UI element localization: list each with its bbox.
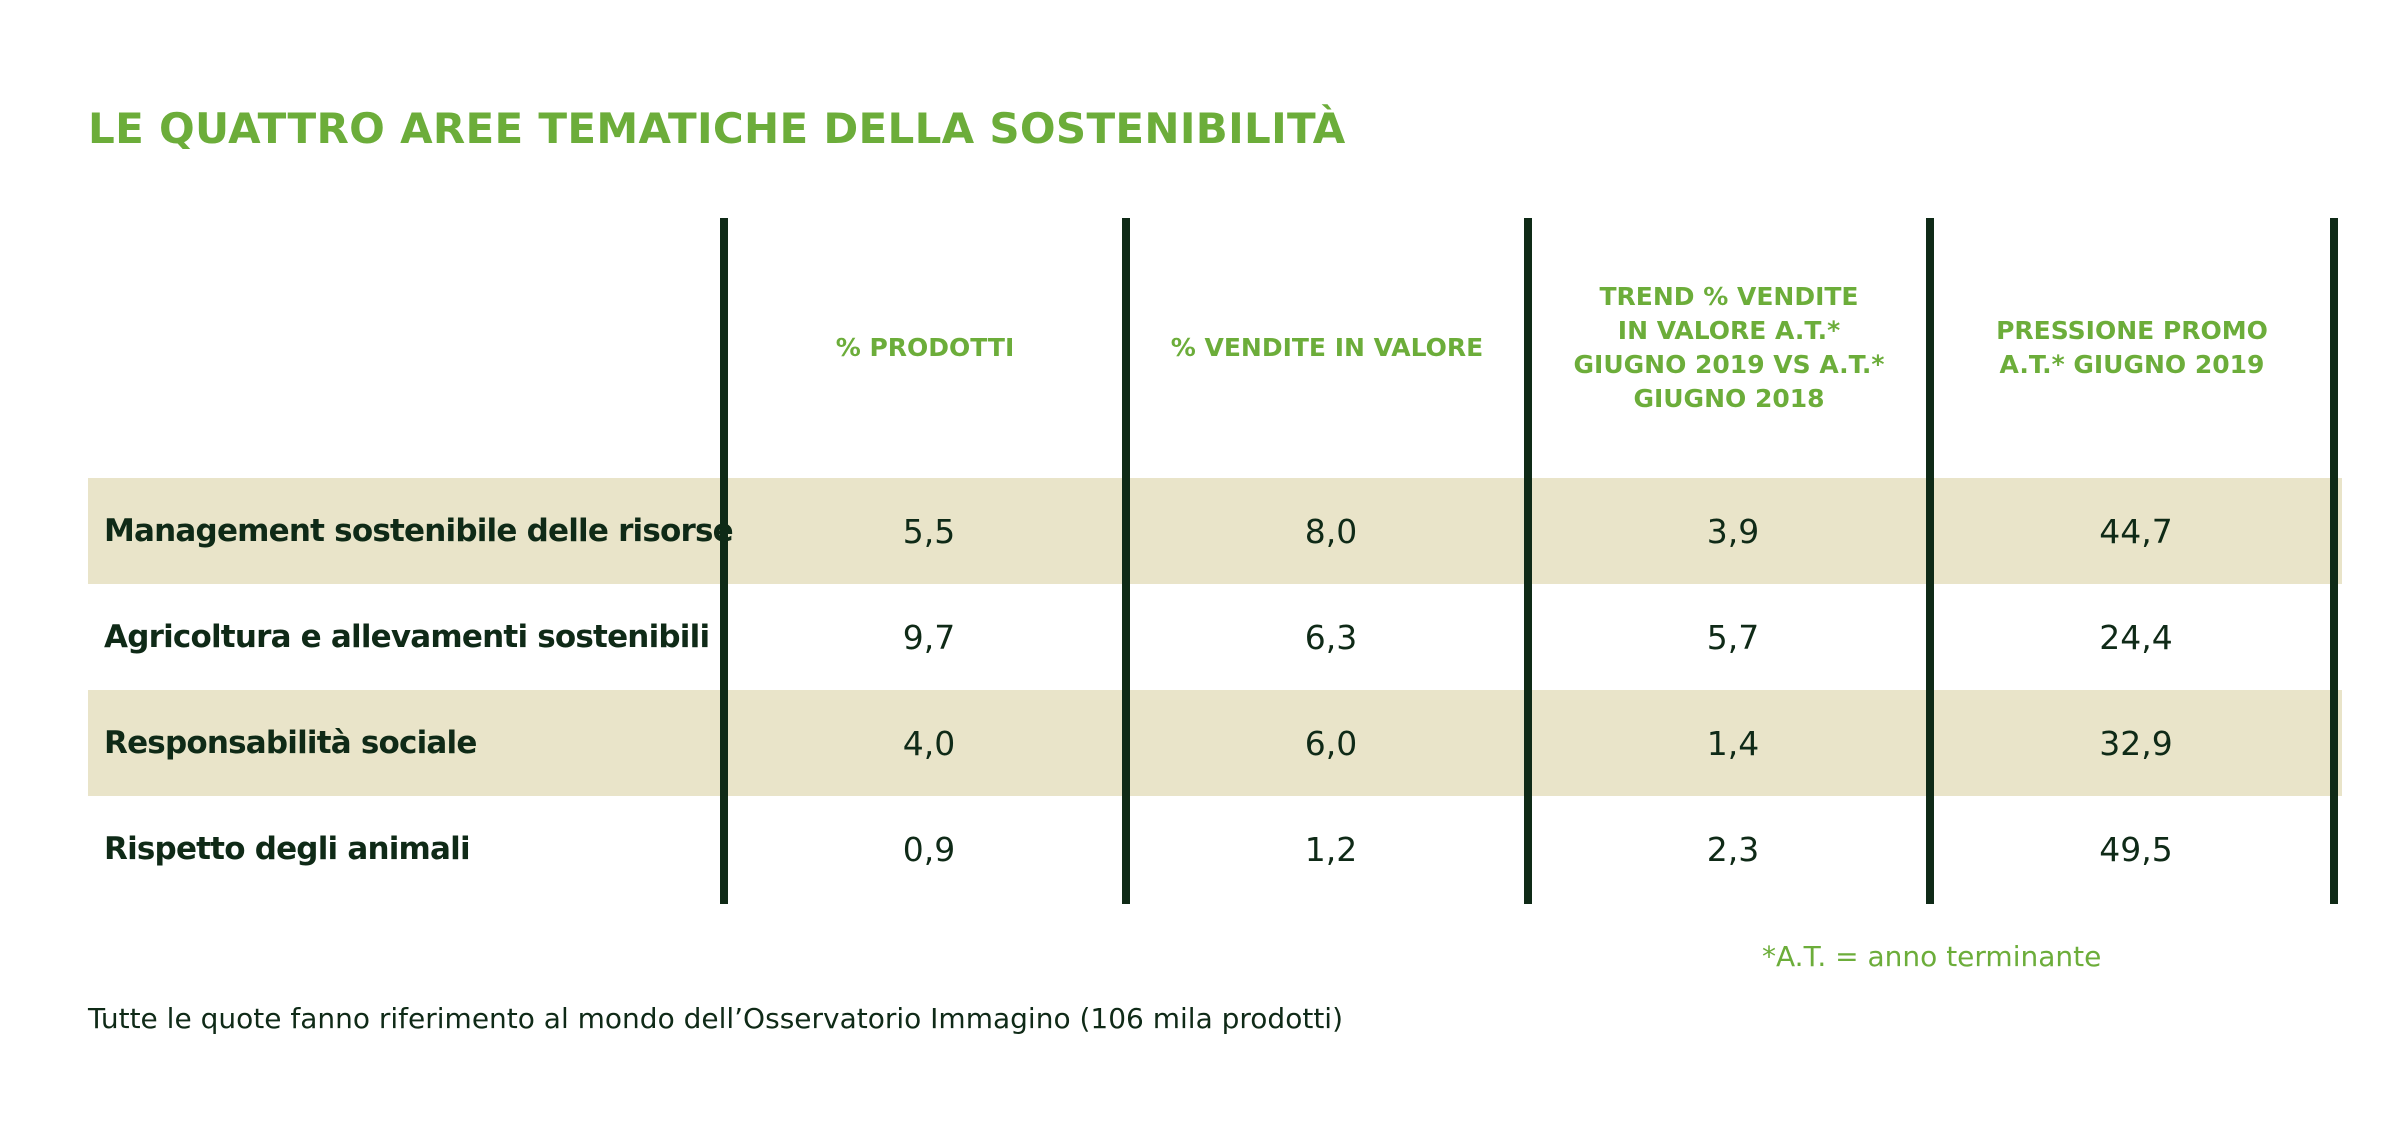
- column-divider: [1524, 218, 1532, 904]
- footnote: *A.T. = anno terminante: [1762, 940, 2102, 973]
- row-label: Management sostenibile delle risorse: [104, 513, 734, 549]
- column-divider: [2330, 218, 2338, 904]
- column-divider: [1926, 218, 1934, 904]
- table-cell-value: 8,0: [1304, 511, 1358, 551]
- column-header: % VENDITE IN VALORE: [1170, 333, 1484, 362]
- row-label: Responsabilità sociale: [104, 725, 477, 761]
- table-cell-value: 5,7: [1706, 617, 1760, 657]
- chart-title: LE QUATTRO AREE TEMATICHE DELLA SOSTENIB…: [88, 104, 1346, 153]
- table-cell-value: 1,4: [1706, 723, 1760, 763]
- table-cell-value: 6,0: [1304, 723, 1358, 763]
- table-cell-value: 44,7: [2099, 511, 2173, 551]
- table-cell-value: 6,3: [1304, 617, 1358, 657]
- column-header: % PRODOTTI: [835, 333, 1015, 362]
- table-cell-value: 9,7: [902, 617, 956, 657]
- table-cell-value: 3,9: [1706, 511, 1760, 551]
- column-divider: [720, 218, 728, 904]
- row-label: Rispetto degli animali: [104, 831, 471, 867]
- column-divider: [1122, 218, 1130, 904]
- row-label: Agricoltura e allevamenti sostenibili: [104, 619, 710, 655]
- source-note: Tutte le quote fanno riferimento al mond…: [88, 1002, 1343, 1035]
- table-cell-value: 24,4: [2099, 617, 2173, 657]
- table-cell-value: 2,3: [1706, 829, 1760, 869]
- column-header: PRESSIONE PROMO A.T.* GIUGNO 2019: [1996, 316, 2268, 379]
- column-header: TREND % VENDITE IN VALORE A.T.* GIUGNO 2…: [1573, 282, 1885, 413]
- table-cell-value: 49,5: [2099, 829, 2173, 869]
- table-cell-value: 32,9: [2099, 723, 2173, 763]
- data-table: % PRODOTTI % VENDITE IN VALORE TREND % VEN…: [88, 218, 2342, 904]
- table-cell-value: 4,0: [902, 723, 956, 763]
- table-cell-value: 5,5: [902, 511, 956, 551]
- table-row: [88, 478, 2342, 584]
- table-cell-value: 1,2: [1304, 829, 1358, 869]
- table-cell-value: 0,9: [902, 829, 956, 869]
- table-row: [88, 690, 2342, 796]
